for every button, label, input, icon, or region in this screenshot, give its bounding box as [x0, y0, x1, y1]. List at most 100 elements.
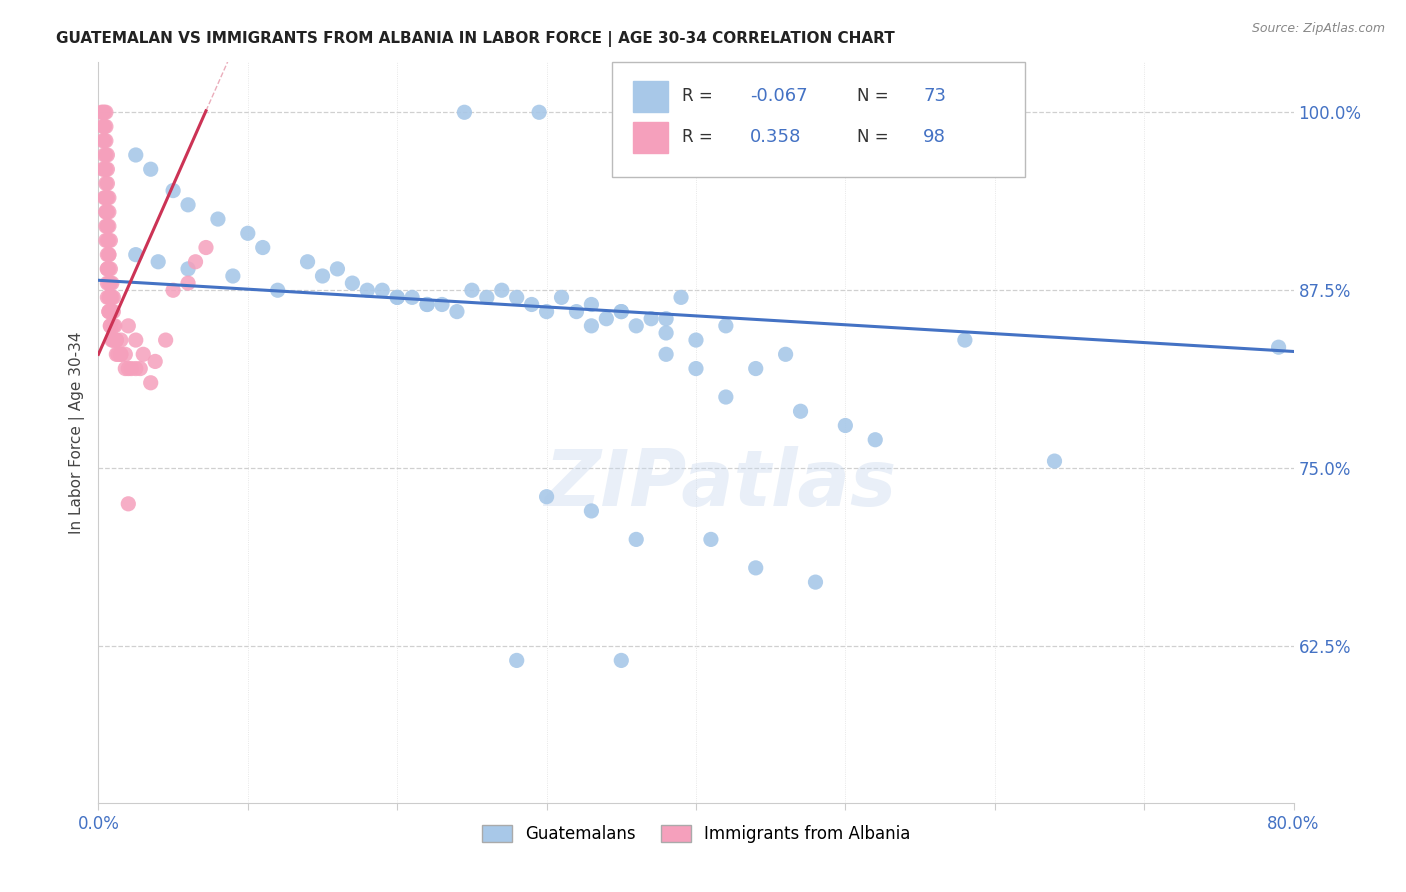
Point	[655, 311, 678, 326]
Point	[94, 177, 117, 191]
Point	[97, 290, 120, 304]
Point	[685, 361, 707, 376]
Point	[416, 297, 439, 311]
Point	[356, 283, 378, 297]
Point	[96, 290, 118, 304]
Point	[103, 333, 125, 347]
Text: Source: ZipAtlas.com: Source: ZipAtlas.com	[1251, 22, 1385, 36]
Point	[101, 333, 124, 347]
Point	[117, 318, 139, 333]
Point	[101, 304, 124, 318]
Point	[297, 254, 319, 268]
Point	[98, 261, 122, 276]
Point	[96, 261, 118, 276]
Point	[385, 290, 409, 304]
Point	[96, 247, 118, 261]
Point	[804, 575, 827, 590]
Point	[110, 347, 132, 361]
Point	[714, 318, 737, 333]
Point	[94, 205, 117, 219]
Point	[94, 148, 117, 162]
Point	[98, 290, 122, 304]
Point	[177, 198, 200, 212]
Point	[107, 347, 129, 361]
Point	[430, 297, 453, 311]
Point	[104, 318, 127, 333]
Point	[581, 504, 603, 518]
Point	[626, 533, 648, 547]
Point	[96, 219, 118, 234]
Point	[117, 361, 139, 376]
Point	[98, 234, 122, 248]
Point	[385, 290, 409, 304]
Point	[401, 290, 423, 304]
Point	[103, 333, 125, 347]
Point	[139, 162, 162, 177]
Point	[647, 105, 669, 120]
Point	[117, 497, 139, 511]
Point	[105, 333, 128, 347]
Point	[114, 347, 136, 361]
Text: GUATEMALAN VS IMMIGRANTS FROM ALBANIA IN LABOR FORCE | AGE 30-34 CORRELATION CHA: GUATEMALAN VS IMMIGRANTS FROM ALBANIA IN…	[56, 31, 896, 47]
Point	[610, 304, 633, 318]
Point	[98, 318, 122, 333]
Point	[461, 283, 484, 297]
Text: 0.358: 0.358	[749, 128, 801, 146]
Point	[177, 276, 200, 290]
Point	[93, 134, 115, 148]
Point	[94, 234, 117, 248]
Point	[103, 304, 125, 318]
Point	[267, 283, 290, 297]
Point	[114, 361, 136, 376]
Point	[745, 361, 768, 376]
Point	[97, 304, 120, 318]
Point	[94, 162, 117, 177]
Point	[96, 148, 118, 162]
Point	[834, 418, 856, 433]
Point	[953, 333, 976, 347]
Point	[195, 240, 218, 255]
Point	[789, 404, 811, 418]
Point	[745, 561, 768, 575]
Point	[775, 347, 797, 361]
Point	[610, 653, 633, 667]
Point	[94, 205, 117, 219]
Point	[595, 311, 617, 326]
Point	[143, 354, 166, 368]
Text: R =: R =	[682, 87, 717, 105]
Point	[139, 376, 162, 390]
Point	[236, 227, 259, 241]
Point	[1267, 340, 1289, 354]
Point	[416, 297, 439, 311]
Point	[700, 533, 723, 547]
Point	[207, 212, 229, 227]
Text: R =: R =	[682, 128, 717, 146]
Text: 98: 98	[922, 128, 946, 146]
Point	[91, 134, 114, 148]
Point	[148, 254, 170, 268]
Point	[506, 653, 529, 667]
Point	[97, 205, 120, 219]
Point	[98, 318, 122, 333]
Point	[93, 162, 115, 177]
Point	[96, 219, 118, 234]
Text: N =: N =	[858, 128, 894, 146]
Point	[655, 326, 678, 340]
Point	[97, 219, 120, 234]
Point	[97, 276, 120, 290]
Point	[97, 191, 120, 205]
Point	[177, 261, 200, 276]
Point	[97, 247, 120, 261]
Point	[536, 490, 558, 504]
Point	[655, 347, 678, 361]
Y-axis label: In Labor Force | Age 30-34: In Labor Force | Age 30-34	[69, 331, 84, 534]
Point	[132, 347, 155, 361]
Point	[105, 347, 128, 361]
Point	[581, 297, 603, 311]
Point	[96, 191, 118, 205]
Point	[453, 105, 475, 120]
Point	[94, 134, 117, 148]
Point	[125, 247, 148, 261]
Point	[97, 304, 120, 318]
Point	[96, 205, 118, 219]
